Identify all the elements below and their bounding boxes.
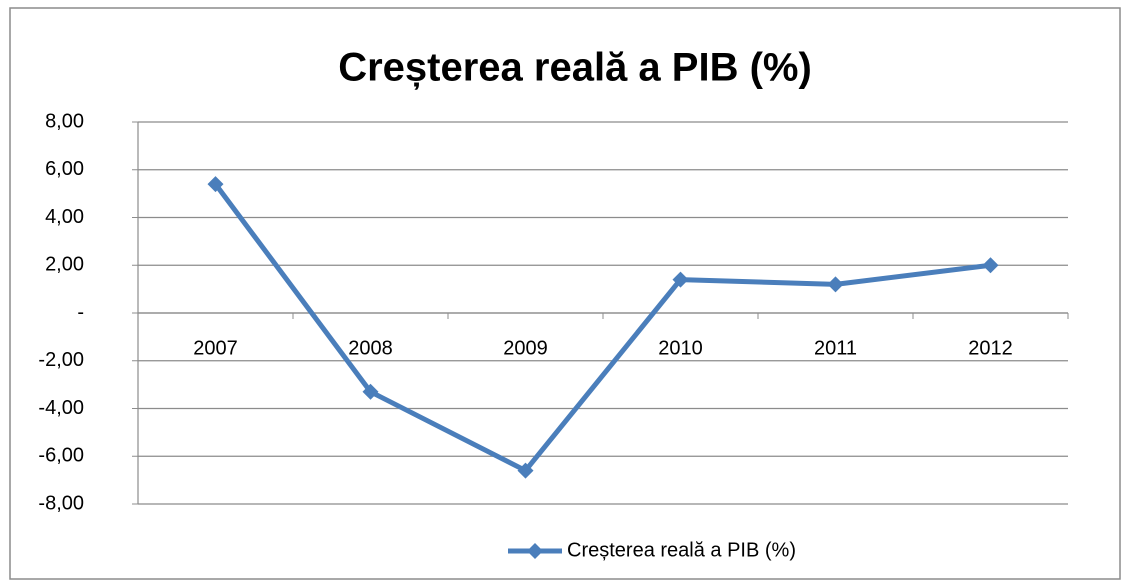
point-marker <box>517 462 534 479</box>
y-tick-label: 2,00 <box>45 254 84 276</box>
x-tick-label: 2012 <box>968 337 1013 359</box>
y-tick-label: -2,00 <box>38 349 84 371</box>
chart-frame <box>9 7 1121 580</box>
point-marker <box>982 257 999 274</box>
chart-title: Creșterea reală a PIB (%) <box>338 46 812 90</box>
x-tick-label: 2009 <box>503 337 548 359</box>
y-tick-label: -8,00 <box>38 492 84 514</box>
legend-label: Creșterea reală a PIB (%) <box>567 539 796 561</box>
y-tick-label: - <box>77 301 84 323</box>
series-line <box>213 182 991 474</box>
y-tick-label: 8,00 <box>45 110 84 132</box>
point-marker <box>827 276 844 293</box>
y-tick-label: 6,00 <box>45 158 84 180</box>
point-marker <box>362 383 379 400</box>
x-tick-label: 2008 <box>348 337 393 359</box>
y-tick-label: 4,00 <box>45 206 84 228</box>
y-tick-label: -6,00 <box>38 445 84 467</box>
x-tick-label: 2007 <box>193 337 238 359</box>
x-tick-label: 2011 <box>814 337 857 359</box>
legend-marker <box>527 543 543 559</box>
y-tick-label: -4,00 <box>38 397 84 419</box>
point-marker <box>207 176 224 193</box>
point-marker <box>672 271 689 288</box>
x-tick-label: 2010 <box>658 337 703 359</box>
